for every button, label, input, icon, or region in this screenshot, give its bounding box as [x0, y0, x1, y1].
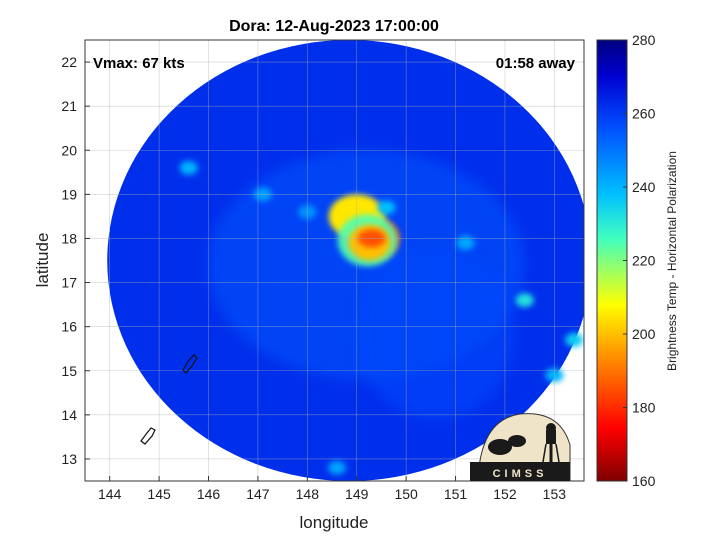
island-guam — [140, 427, 156, 445]
colorbar-tick-label: 200 — [632, 326, 656, 342]
vmax-annotation: Vmax: 67 kts — [93, 55, 185, 72]
plot-frame — [84, 39, 585, 482]
cloud-band — [356, 251, 515, 420]
y-axis-label: latitude — [33, 233, 52, 288]
x-ticks: 144 145 146 147 148 149 150 151 152 153 — [98, 476, 566, 502]
x-tick-label: 149 — [345, 486, 369, 502]
x-tick-label: 145 — [147, 486, 171, 502]
chart-title: Dora: 12-Aug-2023 17:00:00 — [229, 18, 439, 35]
logo-text: CIMSS — [493, 468, 548, 480]
convection-feature — [456, 235, 475, 250]
y-tick-label: 18 — [61, 230, 77, 246]
convection-feature — [565, 332, 584, 347]
x-tick-label: 153 — [543, 486, 567, 502]
y-tick-label: 17 — [61, 275, 77, 291]
y-tick-label: 21 — [61, 98, 77, 114]
convection-feature — [179, 160, 198, 175]
colorbar-label: Brightness Temp - Horizontal Polarizatio… — [665, 151, 679, 371]
time-away-annotation: 01:58 away — [496, 55, 576, 72]
coastline — [140, 354, 198, 445]
y-tick-label: 19 — [61, 186, 77, 202]
island-saipan — [182, 354, 198, 374]
y-tick-label: 20 — [61, 142, 77, 158]
y-tick-label: 15 — [61, 363, 77, 379]
y-tick-label: 14 — [61, 407, 77, 423]
colorbar-tick-label: 160 — [632, 473, 656, 489]
colorbar-tick-label: 220 — [632, 253, 656, 269]
x-tick-label: 146 — [197, 486, 221, 502]
convection-feature — [377, 200, 396, 215]
colorbar-tick-label: 260 — [632, 106, 656, 122]
y-tick-label: 22 — [61, 54, 77, 70]
colorbar-tick-label: 280 — [632, 32, 656, 48]
grid — [85, 40, 584, 481]
colorbar-tick-label: 240 — [632, 179, 656, 195]
x-tick-label: 147 — [246, 486, 270, 502]
convection-feature — [515, 293, 534, 308]
cimss-logo: CIMSS — [470, 413, 571, 482]
y-tick-label: 13 — [61, 451, 77, 467]
x-axis-label: longitude — [299, 513, 368, 532]
x-tick-label: 150 — [394, 486, 418, 502]
x-tick-label: 148 — [296, 486, 320, 502]
colorbar — [596, 39, 628, 482]
convection-feature — [327, 460, 346, 475]
x-tick-label: 144 — [98, 486, 122, 502]
x-tick-label: 152 — [493, 486, 517, 502]
colorbar-ticks: 160 180 200 220 240 260 280 — [623, 32, 656, 489]
colorbar-tick-label: 180 — [632, 400, 656, 416]
y-tick-label: 16 — [61, 319, 77, 335]
y-ticks: 13 14 15 16 17 18 19 20 21 22 — [61, 54, 90, 467]
x-tick-label: 151 — [444, 486, 468, 502]
